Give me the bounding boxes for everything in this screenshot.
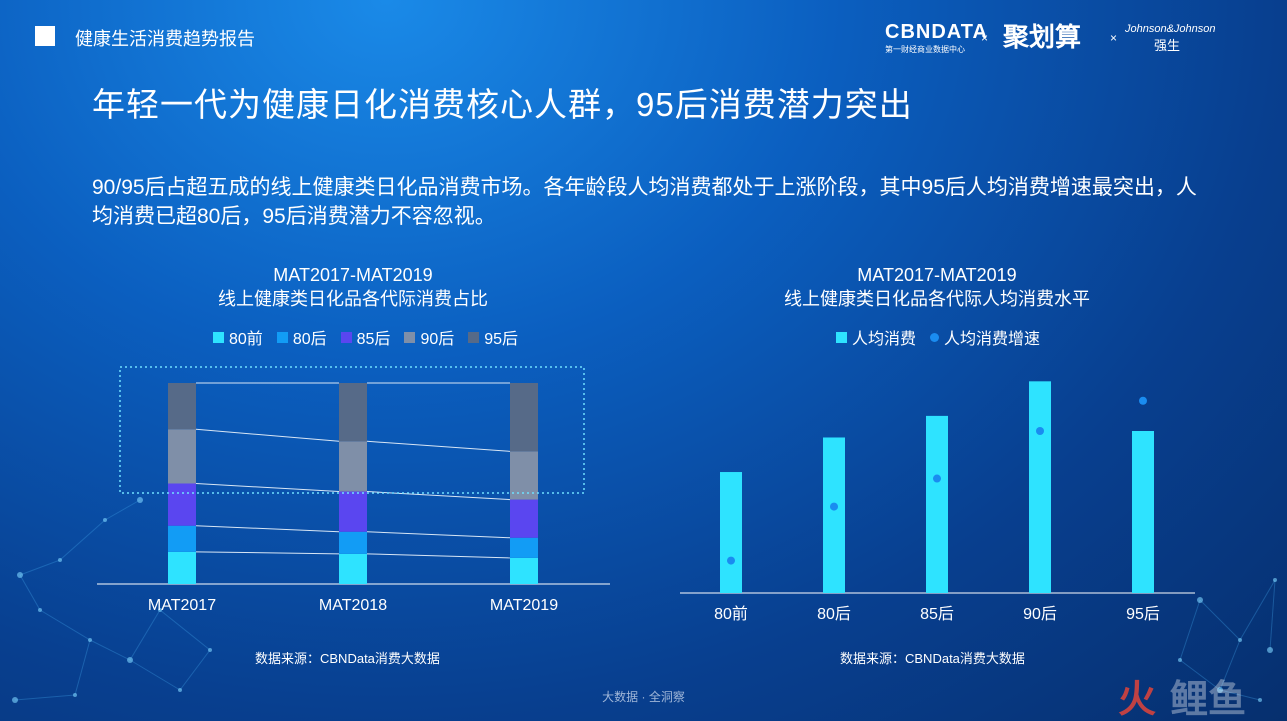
legend-label: 95后 — [484, 331, 519, 348]
legend-label: 85后 — [356, 331, 391, 348]
legend-swatch — [404, 331, 416, 343]
stacked-bar-segment — [510, 451, 538, 500]
right-chart-title-line1: MAT2017-MAT2019 — [857, 265, 1017, 285]
legend-item-growth: 人均消费增速 — [930, 325, 1040, 349]
series-connector-line — [195, 525, 340, 533]
stacked-bar-segment — [339, 441, 367, 492]
legend-item-90hou: 90后 — [404, 325, 454, 349]
highlight-box — [119, 366, 585, 494]
page-title: 年轻一代为健康日化消费核心人群，95后消费潜力突出 — [92, 86, 913, 123]
legend-label: 人均消费 — [852, 331, 917, 348]
stacked-bar-segment — [168, 551, 196, 584]
right-chart-title-line2: 线上健康类日化品各代际人均消费水平 — [784, 289, 1090, 309]
series-connector-line — [366, 553, 511, 559]
x-tick-label: 80前 — [714, 605, 748, 623]
cbndata-logo: CBNDATA — [885, 21, 988, 43]
brand-logos: CBNDATA 第一财经商业数据中心 × 聚划算 × Johnson&Johns… — [885, 21, 1216, 54]
growth-point — [1036, 427, 1044, 435]
growth-point — [933, 474, 941, 483]
johnson-logo: Johnson&Johnson — [1124, 23, 1216, 35]
series-connector-line — [195, 551, 340, 555]
series-connector-line — [195, 483, 340, 493]
right-bar-dot-chart: 80前 80后 85后 90后 95后 — [680, 381, 1195, 623]
left-stacked-bar-chart: MAT2017 MAT2018 MAT2019 — [97, 366, 610, 614]
times-symbol: × — [981, 31, 988, 45]
legend-swatch — [340, 331, 352, 343]
stacked-bar-segment — [168, 429, 196, 484]
growth-point — [1139, 396, 1147, 405]
stacked-bar-segment — [168, 483, 196, 526]
decorative-network-background — [12, 497, 1277, 703]
legend-item-80hou: 80后 — [276, 325, 327, 349]
summary-text: 90/95后占超五成的线上健康类日化品消费市场。各年龄段人均消费都处于上涨阶段，… — [92, 176, 1197, 228]
watermark-logo: 火 鲤鱼 — [1118, 679, 1246, 720]
stacked-bar-segment — [339, 531, 367, 554]
series-connector-line — [366, 440, 511, 452]
svg-text:火: 火 — [1118, 679, 1156, 720]
legend-label: 80前 — [229, 331, 263, 348]
x-tick-label: MAT2019 — [490, 597, 558, 614]
stacked-bar-segment — [510, 537, 538, 558]
header-square-icon — [35, 26, 55, 46]
bar-per-capita — [720, 472, 742, 593]
right-chart-legend: 人均消费 人均消费增速 — [836, 325, 1040, 349]
stacked-bar-segment — [510, 383, 538, 452]
series-connector-line — [366, 491, 511, 501]
legend-dot — [930, 332, 940, 342]
cbndata-subtitle: 第一财经商业数据中心 — [885, 44, 965, 54]
series-connector-line — [366, 531, 511, 539]
svg-text:鲤鱼: 鲤鱼 — [1170, 679, 1246, 720]
bar-per-capita — [823, 437, 845, 593]
stacked-bar-segment — [168, 383, 196, 430]
x-tick-label: 95后 — [1126, 605, 1160, 623]
stacked-bar-segment — [510, 557, 538, 584]
legend-item-80qian: 80前 — [213, 325, 263, 349]
left-chart-title-line2: 线上健康类日化品各代际消费占比 — [218, 289, 488, 309]
footer-slogan: 大数据 · 全洞察 — [602, 690, 685, 704]
legend-label: 80后 — [292, 331, 327, 348]
stacked-bar-segment — [339, 491, 367, 532]
stacked-bar-segment — [339, 383, 367, 442]
legend-item-85hou: 85后 — [340, 325, 391, 349]
legend-swatch — [468, 331, 480, 343]
legend-swatch — [213, 331, 224, 343]
stacked-bar-segment — [510, 499, 538, 538]
johnson-cn-logo: 强生 — [1154, 38, 1180, 53]
stacked-bar-segment — [168, 525, 196, 552]
legend-swatch — [836, 331, 847, 343]
x-tick-label: 90后 — [1023, 605, 1057, 623]
x-tick-label: 80后 — [817, 605, 851, 623]
x-tick-label: 85后 — [920, 605, 954, 623]
x-tick-label: MAT2018 — [319, 597, 387, 614]
right-chart-source: 数据来源：CBNData消费大数据 — [840, 651, 1025, 666]
growth-point — [830, 502, 838, 511]
left-chart-legend: 80前 80后 85后 90后 95后 — [213, 325, 518, 349]
times-symbol-2: × — [1110, 31, 1117, 45]
legend-item-per-capita: 人均消费 — [836, 325, 916, 349]
growth-point — [727, 556, 735, 565]
bar-per-capita — [1029, 381, 1051, 593]
right-chart-title: MAT2017-MAT2019 线上健康类日化品各代际人均消费水平 — [737, 263, 1137, 311]
stacked-bar-segment — [339, 553, 367, 584]
legend-label: 人均消费增速 — [944, 331, 1041, 348]
x-tick-label: MAT2017 — [148, 597, 216, 614]
legend-label: 90后 — [420, 331, 455, 348]
legend-swatch — [276, 331, 288, 343]
left-chart-source: 数据来源：CBNData消费大数据 — [255, 651, 440, 666]
left-chart-title-line1: MAT2017-MAT2019 — [273, 265, 433, 285]
series-connector-line — [195, 428, 340, 442]
report-title: 健康生活消费趋势报告 — [75, 29, 255, 49]
jhs-logo: 聚划算 — [1002, 22, 1081, 52]
bar-per-capita — [926, 415, 948, 593]
left-chart-title: MAT2017-MAT2019 线上健康类日化品各代际消费占比 — [153, 263, 553, 311]
bar-per-capita — [1132, 431, 1154, 593]
legend-item-95hou: 95后 — [468, 325, 518, 349]
